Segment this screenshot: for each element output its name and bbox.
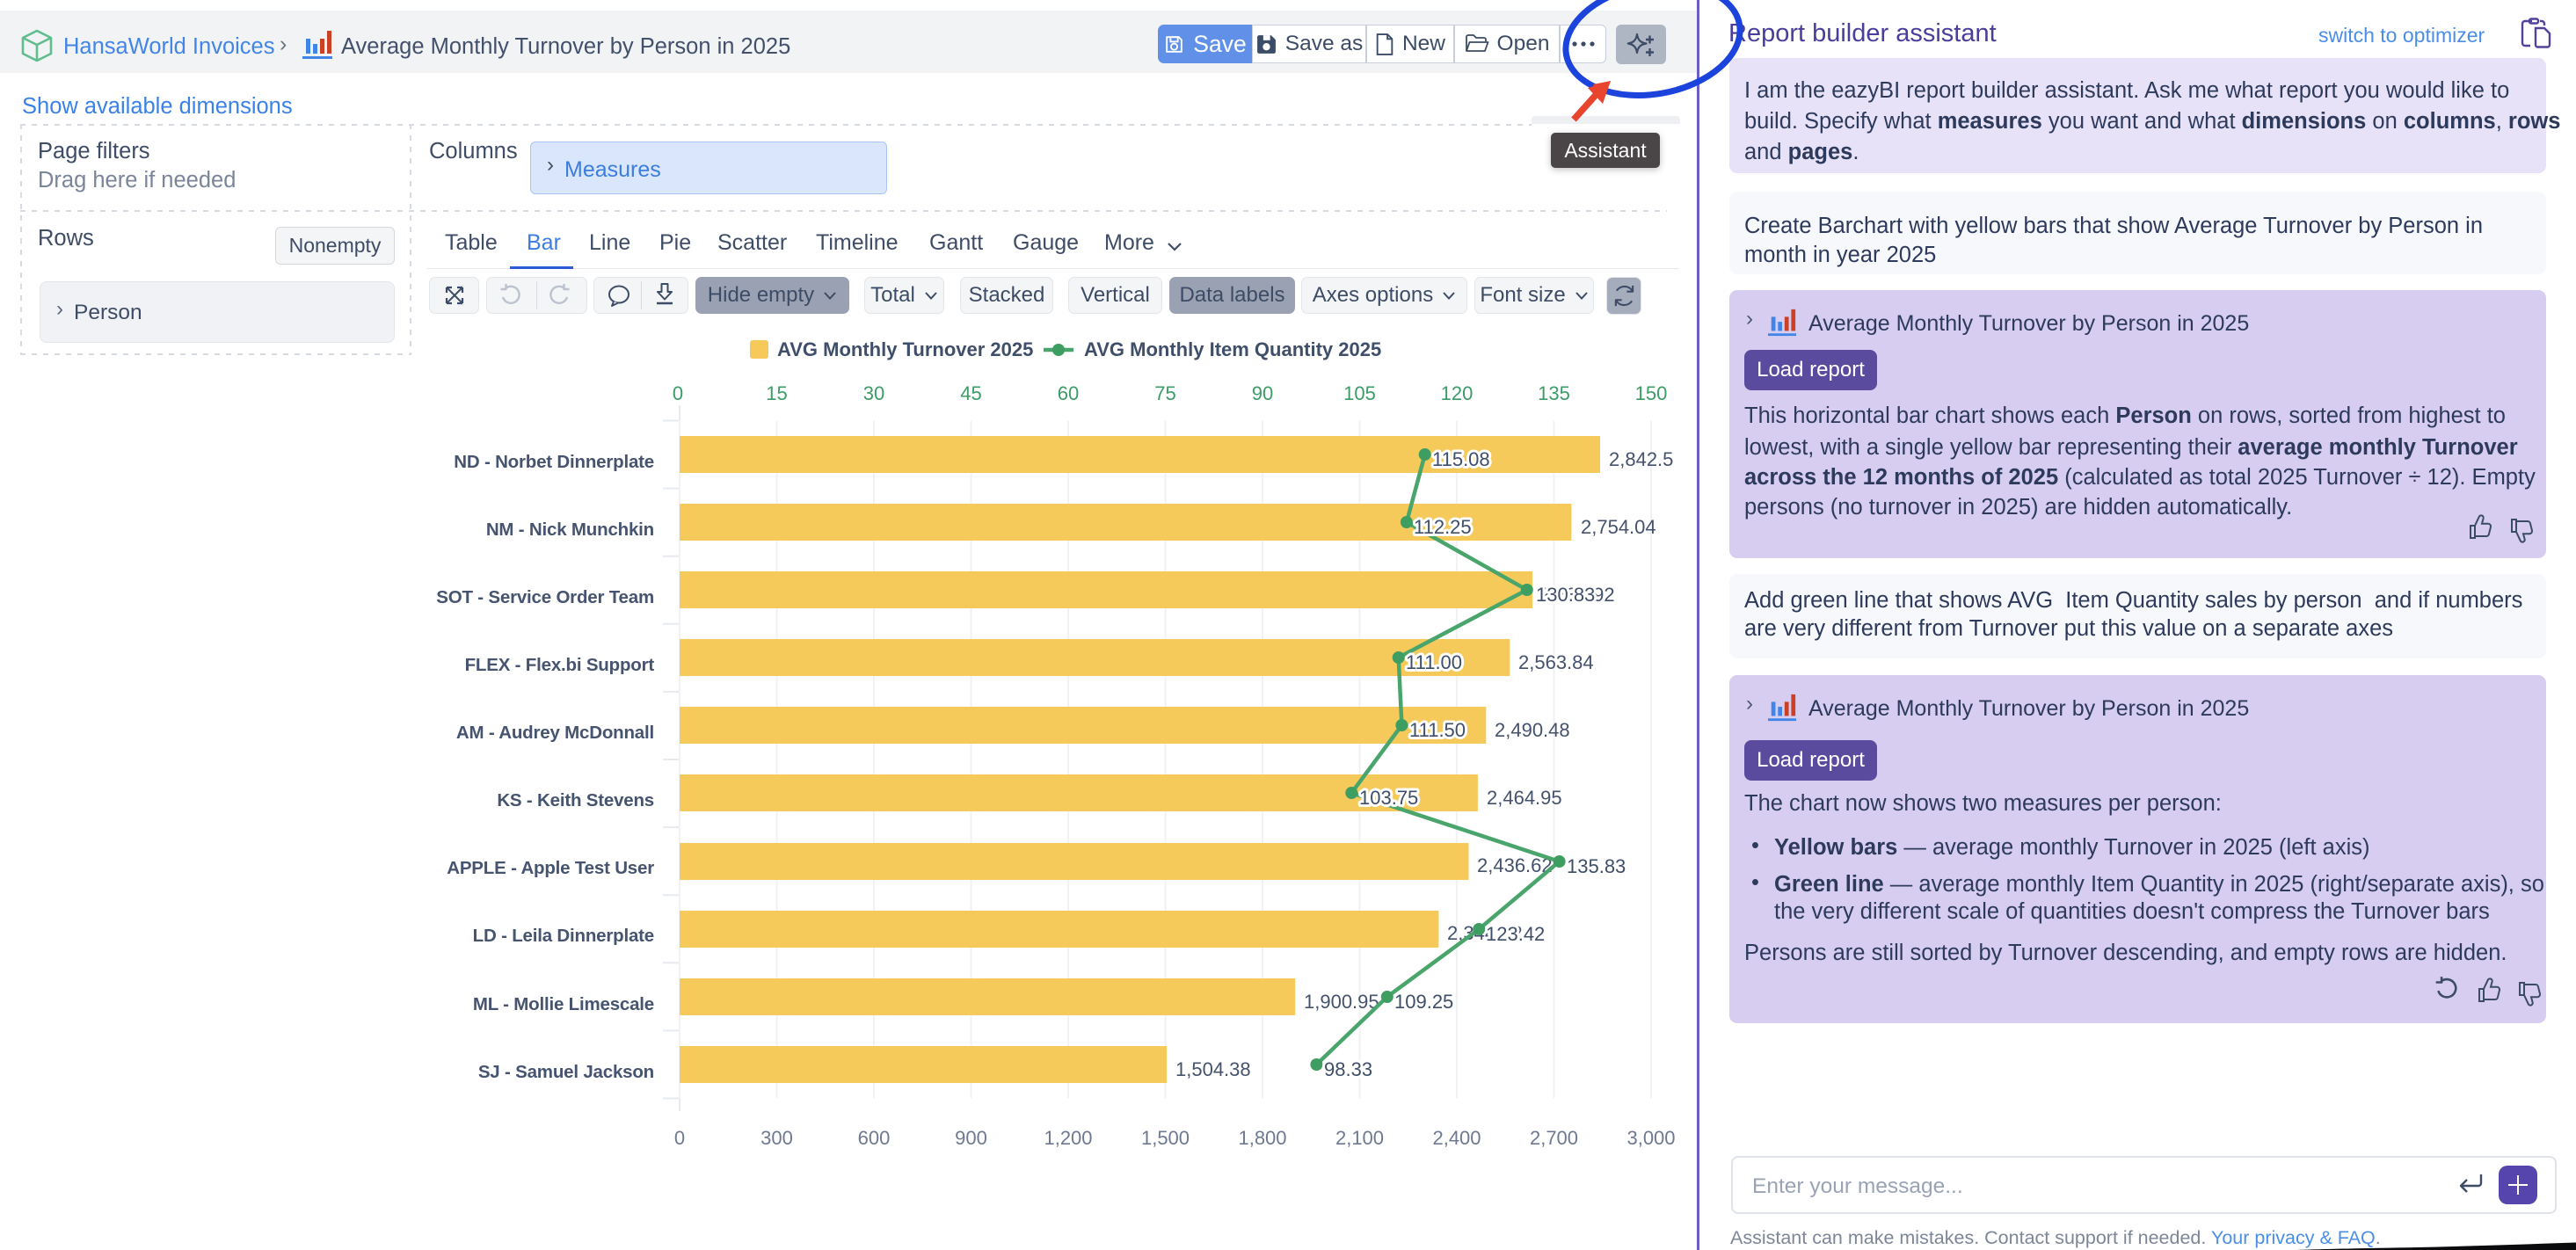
svg-text:15: 15	[766, 382, 787, 404]
svg-text:109.25: 109.25	[1394, 991, 1453, 1013]
svg-text:2,464.95: 2,464.95	[1487, 787, 1562, 809]
svg-text:1,900.95: 1,900.95	[1304, 991, 1379, 1013]
svg-text:FLEX - Flex.bi Support: FLEX - Flex.bi Support	[465, 655, 655, 675]
svg-text:150: 150	[1635, 382, 1668, 404]
svg-text:900: 900	[955, 1127, 987, 1149]
svg-text:60: 60	[1058, 382, 1079, 404]
svg-text:LD - Leila Dinnerplate: LD - Leila Dinnerplate	[473, 926, 654, 946]
svg-text:AVG Monthly Item Quantity 2025: AVG Monthly Item Quantity 2025	[1084, 338, 1381, 360]
svg-text:2,754.04: 2,754.04	[1581, 516, 1656, 538]
svg-text:45: 45	[960, 382, 981, 404]
svg-text:130.83: 130.83	[1536, 584, 1595, 606]
svg-text:111.00: 111.00	[1406, 651, 1462, 673]
svg-text:112.25: 112.25	[1414, 516, 1472, 538]
svg-text:APPLE - Apple Test User: APPLE - Apple Test User	[447, 858, 654, 878]
svg-text:SOT - Service Order Team: SOT - Service Order Team	[436, 587, 654, 607]
svg-text:90: 90	[1252, 382, 1273, 404]
svg-text:135: 135	[1538, 382, 1570, 404]
svg-text:AM - Audrey McDonnall: AM - Audrey McDonnall	[456, 723, 654, 743]
svg-text:120: 120	[1441, 382, 1474, 404]
svg-text:2,100: 2,100	[1335, 1127, 1384, 1149]
svg-text:2,842.5: 2,842.5	[1609, 448, 1673, 470]
svg-text:1,504.38: 1,504.38	[1175, 1058, 1251, 1080]
svg-text:75: 75	[1154, 382, 1175, 404]
svg-text:ND - Norbet Dinnerplate: ND - Norbet Dinnerplate	[454, 452, 654, 472]
svg-text:0: 0	[674, 1127, 685, 1149]
svg-text:ML - Mollie Limescale: ML - Mollie Limescale	[473, 994, 654, 1014]
svg-text:1,200: 1,200	[1044, 1127, 1092, 1149]
svg-text:2,400: 2,400	[1432, 1127, 1481, 1149]
svg-text:105: 105	[1343, 382, 1376, 404]
svg-text:2,700: 2,700	[1530, 1127, 1578, 1149]
svg-text:135.83: 135.83	[1567, 855, 1626, 877]
svg-text:SJ - Samuel Jackson: SJ - Samuel Jackson	[478, 1062, 654, 1082]
svg-text:103.75: 103.75	[1359, 787, 1418, 809]
svg-text:30: 30	[863, 382, 884, 404]
svg-text:2,563.84: 2,563.84	[1518, 651, 1594, 673]
svg-text:300: 300	[760, 1127, 793, 1149]
svg-text:600: 600	[858, 1127, 891, 1149]
svg-text:AVG Monthly Turnover 2025: AVG Monthly Turnover 2025	[777, 338, 1033, 360]
svg-text:NM - Nick Munchkin: NM - Nick Munchkin	[486, 520, 654, 540]
svg-text:111.50: 111.50	[1409, 719, 1466, 741]
svg-text:2,436.62: 2,436.62	[1477, 854, 1553, 876]
svg-text:1,800: 1,800	[1238, 1127, 1286, 1149]
svg-text:KS - Keith Stevens: KS - Keith Stevens	[497, 790, 654, 810]
svg-text:115.08: 115.08	[1432, 448, 1490, 470]
svg-text:3,000: 3,000	[1626, 1127, 1675, 1149]
svg-text:2,633.92: 2,633.92	[1539, 584, 1615, 606]
svg-text:98.33: 98.33	[1324, 1058, 1372, 1080]
svg-text:1,500: 1,500	[1141, 1127, 1190, 1149]
svg-text:2,490.48: 2,490.48	[1495, 719, 1570, 741]
svg-text:123.42: 123.42	[1486, 923, 1545, 945]
svg-text:0: 0	[673, 382, 683, 404]
